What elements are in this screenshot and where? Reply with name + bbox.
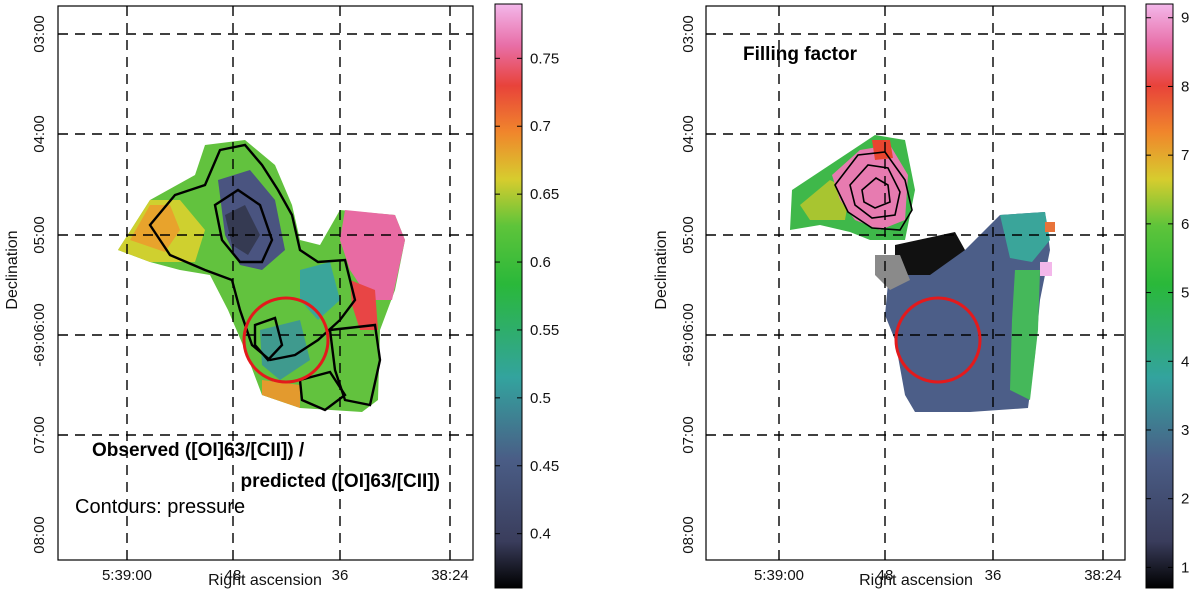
right-colorbar-tick-label-5: 6 <box>1181 216 1189 233</box>
right-y-tick-2: 04:00 <box>680 115 697 153</box>
right-y-axis-title: Declination <box>653 230 670 309</box>
left-contour-bottom <box>298 370 347 412</box>
left-y-tick-4: -69:06:00 <box>31 303 48 366</box>
left-y-axis-title: Declination <box>4 230 21 309</box>
left-heatmap-darkcore <box>225 205 260 255</box>
right-x-tick-4: 38:24 <box>1084 567 1122 584</box>
left-y-tick-1: 03:00 <box>31 15 48 53</box>
left-x-axis-title: Right ascension <box>208 572 322 589</box>
left-heatmap-red <box>350 280 378 330</box>
right-colorbar-tick-label-0: 1 <box>1181 559 1189 576</box>
right-x-ticks: 5:39:00 48 36 38:24 <box>754 567 1122 584</box>
right-y-tick-4: -69:06:00 <box>680 303 697 366</box>
right-x-tick-2: 48 <box>877 567 894 584</box>
right-title: Filling factor <box>743 44 858 65</box>
left-panel: 5:39:00 48 36 38:24 Right ascension 03:0… <box>4 3 559 589</box>
left-y-tick-5: 07:00 <box>31 416 48 454</box>
left-red-circle <box>242 296 330 384</box>
left-colorbar-tick-label-3: 0.55 <box>530 322 559 339</box>
right-heatmap-teal <box>1000 212 1050 262</box>
left-y-ticks: 03:00 04:00 05:00 -69:06:00 07:00 08:00 <box>31 15 48 554</box>
right-colorbar-ticks: 1 2 3 4 5 6 7 8 9 <box>1146 10 1189 576</box>
left-annotation-line-2: predicted ([OI]63/[CII]) <box>240 471 440 492</box>
right-contours <box>834 151 913 231</box>
right-colorbar-bar <box>1145 3 1174 589</box>
left-heatmap-orange <box>130 205 180 252</box>
left-x-tick-2: 48 <box>225 567 242 584</box>
left-colorbar-tick-label-5: 0.65 <box>530 186 559 203</box>
left-x-tick-3: 36 <box>332 567 349 584</box>
left-y-tick-3: 05:00 <box>31 216 48 254</box>
left-colorbar-tick-label-6: 0.7 <box>530 118 551 135</box>
right-heatmap-dark <box>895 232 965 275</box>
left-x-ticks: 5:39:00 48 36 38:24 <box>102 567 469 584</box>
left-grid <box>58 6 473 560</box>
left-colorbar-tick-label-0: 0.4 <box>530 526 551 543</box>
right-colorbar-tick-label-8: 9 <box>1181 10 1189 27</box>
left-colorbar: 0.4 0.45 0.5 0.55 0.6 0.65 0.7 0.75 <box>494 3 559 589</box>
left-heatmap-pink <box>340 210 405 300</box>
right-red-circle <box>894 296 982 384</box>
right-colorbar-tick-label-4: 5 <box>1181 285 1189 302</box>
left-heatmap-orange-bottom <box>262 380 300 408</box>
left-contour-small <box>253 316 284 362</box>
left-colorbar-ticks: 0.4 0.45 0.5 0.55 0.6 0.65 0.7 0.75 <box>495 50 559 543</box>
right-heatmap-red <box>872 140 893 160</box>
left-colorbar-tick-label-4: 0.6 <box>530 254 551 271</box>
right-heatmap-grey <box>875 255 910 290</box>
right-y-tick-6: 08:00 <box>680 516 697 554</box>
right-colorbar-tick-label-3: 4 <box>1181 353 1189 370</box>
right-y-ticks: 03:00 04:00 05:00 -69:06:00 07:00 08:00 <box>680 15 697 554</box>
left-colorbar-tick-label-2: 0.5 <box>530 390 551 407</box>
right-colorbar-tick-label-6: 7 <box>1181 147 1189 164</box>
right-heatmap-pink <box>832 145 908 230</box>
left-annotation-line-1: Observed ([OI]63/[CII]) / <box>92 440 305 461</box>
right-y-tick-3: 05:00 <box>680 216 697 254</box>
right-heatmap-green-right <box>1010 270 1040 400</box>
right-heatmap-orange-spot <box>1045 222 1055 232</box>
right-colorbar-tick-label-1: 2 <box>1181 491 1189 508</box>
right-heatmap-pink-spot <box>1040 262 1052 276</box>
right-y-tick-1: 03:00 <box>680 15 697 53</box>
right-y-tick-5: 07:00 <box>680 416 697 454</box>
left-x-tick-1: 5:39:00 <box>102 567 152 584</box>
right-colorbar-tick-label-7: 8 <box>1181 78 1189 95</box>
right-contour-1 <box>834 151 913 231</box>
left-contour-inner <box>213 188 274 264</box>
left-x-tick-4: 38:24 <box>431 567 469 584</box>
left-contour-right <box>328 323 382 407</box>
left-annotation-contours: Contours: pressure <box>75 496 245 518</box>
right-colorbar: 1 2 3 4 5 6 7 8 9 <box>1145 3 1189 589</box>
right-x-axis-title: Right ascension <box>859 572 973 589</box>
left-heatmap <box>118 140 405 412</box>
left-y-tick-2: 04:00 <box>31 115 48 153</box>
right-colorbar-tick-label-2: 3 <box>1181 422 1189 439</box>
right-x-tick-1: 5:39:00 <box>754 567 804 584</box>
right-contour-3 <box>861 177 891 209</box>
left-y-tick-6: 08:00 <box>31 516 48 554</box>
left-heatmap-region <box>118 140 405 412</box>
right-contour-2 <box>849 164 901 219</box>
left-colorbar-tick-label-1: 0.45 <box>530 458 559 475</box>
left-colorbar-bar <box>494 3 523 589</box>
right-x-tick-3: 36 <box>985 567 1002 584</box>
right-grid <box>706 6 1125 560</box>
right-panel: Filling factor 5:39:00 48 36 38:24 Right… <box>653 3 1189 589</box>
left-colorbar-tick-label-7: 0.75 <box>530 50 559 67</box>
